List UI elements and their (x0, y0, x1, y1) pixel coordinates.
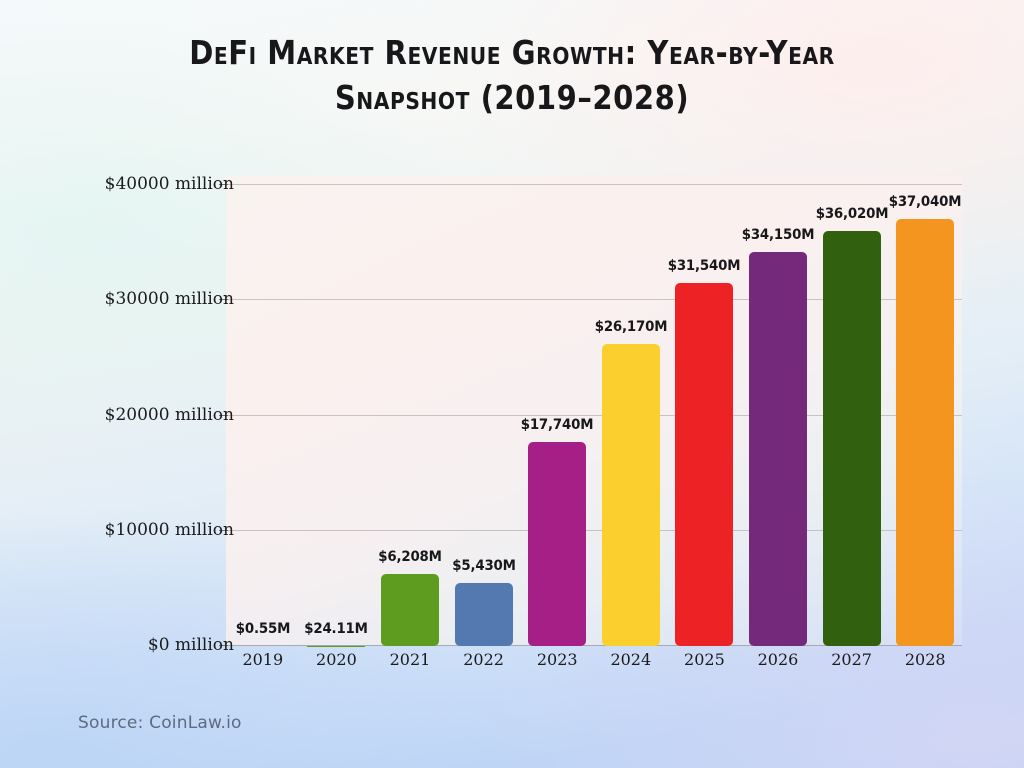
bar-value-label-2022: $5,430M (451, 558, 516, 575)
y-axis-tick-label: $40000 million (104, 174, 234, 194)
x-axis-tick-label-2023: 2023 (536, 650, 578, 669)
bar-value-label-2021: $6,208M (378, 549, 442, 566)
bar-2027[interactable] (822, 230, 881, 646)
chart-title: DeFi Market Revenue Growth: Year-by-Year… (0, 30, 1024, 120)
x-axis: 2019 2020 2021 2022 2023 2024 2025 2026 2027 2028 (226, 650, 962, 680)
gridline (226, 184, 962, 185)
bar-value-label-2028: $37,040M (888, 194, 962, 211)
bar-value-label-2025: $31,540M (668, 257, 741, 274)
y-axis-tick-label: $10000 million (104, 519, 234, 540)
x-axis-tick-label-2019: 2019 (242, 650, 284, 669)
bar-2023[interactable] (528, 441, 587, 646)
gridline (226, 529, 962, 531)
bar-2022[interactable] (454, 583, 513, 646)
bar-2024[interactable] (601, 344, 660, 646)
x-axis-tick-label-2020: 2020 (316, 650, 357, 669)
bar-group-2022[interactable]: $5,430M (452, 176, 516, 646)
x-axis-tick-label-2024: 2024 (610, 650, 652, 669)
gridline (226, 645, 962, 646)
gridline (226, 299, 962, 301)
bar-2026[interactable] (749, 252, 807, 646)
bar-2021[interactable] (381, 574, 439, 646)
bar-2028[interactable] (896, 219, 955, 646)
x-axis-tick-label-2026: 2026 (757, 650, 799, 669)
bar-group-2026[interactable]: $34,150M (742, 176, 814, 646)
y-axis-tick-label: $20000 million (104, 404, 234, 425)
x-axis-tick-label-2022: 2022 (463, 650, 504, 669)
bar-2025[interactable] (675, 282, 734, 646)
chart-title-line-2: Snapshot (2019–2028) (334, 78, 690, 117)
bar-group-2019[interactable]: $0.55M (234, 176, 292, 646)
bar-group-2023[interactable]: $17,740M (521, 176, 594, 646)
bar-value-label-2023: $17,740M (520, 416, 594, 433)
bar-group-2020[interactable]: $24.11M (305, 176, 368, 646)
bar-value-label-2026: $34,150M (741, 227, 815, 244)
x-axis-tick-label-2025: 2025 (684, 650, 725, 669)
y-axis-tick-label: $30000 million (104, 289, 234, 310)
y-axis-tick-mark (219, 529, 228, 531)
chart-title-line-1: DeFi Market Revenue Growth: Year-by-Year (189, 33, 835, 72)
bars-layer: $0.55M $24.11M $6,208M $5,430M $17,740M $26,1… (226, 176, 962, 646)
y-axis-tick-mark (219, 299, 228, 301)
x-axis-tick-label-2027: 2027 (831, 650, 872, 669)
y-axis-tick-mark (219, 645, 228, 646)
bar-value-label-2024: $26,170M (594, 319, 668, 336)
bar-group-2027[interactable]: $36,020M (815, 176, 888, 646)
bar-group-2021[interactable]: $6,208M (378, 176, 442, 646)
y-axis-tick-label: $0 million (147, 635, 234, 655)
bar-value-label-2020: $24.11M (304, 620, 369, 637)
bar-group-2028[interactable]: $37,040M (889, 176, 962, 646)
gridline (226, 414, 962, 416)
source-note: Source: CoinLaw.io (78, 713, 242, 733)
bar-value-label-2027: $36,020M (815, 205, 888, 222)
bar-group-2025[interactable]: $31,540M (668, 176, 741, 646)
x-axis-tick-label-2028: 2028 (904, 650, 946, 669)
bar-value-label-2019: $0.55M (235, 621, 291, 637)
bar-group-2024[interactable]: $26,170M (595, 176, 667, 646)
y-axis-tick-mark (219, 414, 228, 416)
y-axis-tick-mark (219, 184, 228, 185)
x-axis-tick-label-2021: 2021 (389, 650, 431, 669)
